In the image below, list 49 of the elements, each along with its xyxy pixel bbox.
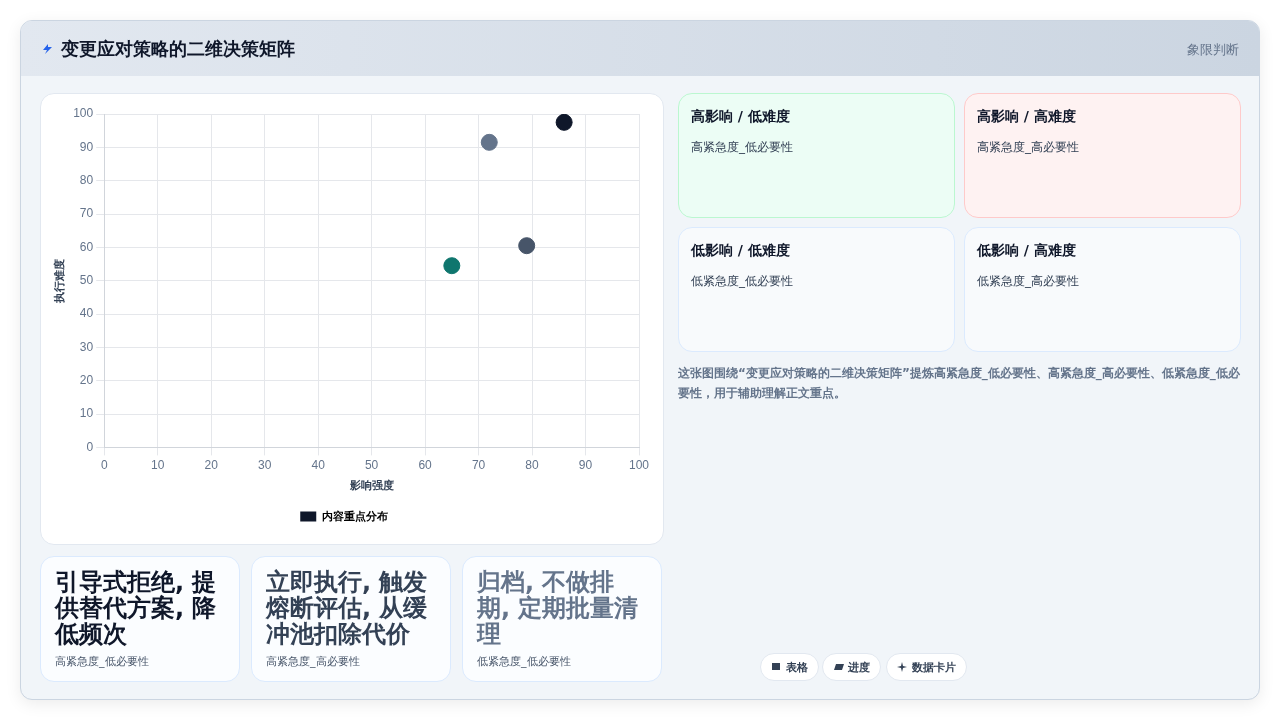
x-tick-label: 80 <box>525 457 540 472</box>
x-tick-label: 10 <box>151 457 165 472</box>
y-tick-label: 20 <box>79 373 94 388</box>
y-tick-label: 80 <box>79 172 94 187</box>
text: 高紧急度_低必要性 <box>55 654 149 669</box>
x-tick-label: 40 <box>311 457 326 472</box>
y-tick-label: 0 <box>86 439 94 454</box>
text: 低影响 / 低难度 <box>691 242 791 260</box>
text: 高紧急度_高必要性 <box>266 654 360 669</box>
text: 立即执行, 触发熔断评估, 从缓冲池扣除代价 <box>266 568 429 648</box>
text: 低紧急度_低必要性 <box>477 654 571 669</box>
point <box>555 114 573 131</box>
x-tick-label: 0 <box>100 457 108 472</box>
x-tick-label: 50 <box>364 457 379 472</box>
text: 高影响 / 低难度 <box>691 108 791 126</box>
y-tick-label: 40 <box>79 306 94 321</box>
y-axis-title: 执行难度 <box>52 258 65 304</box>
text: 表格 <box>786 659 808 675</box>
text: 归档, 不做排期, 定期批量清理 <box>477 568 640 648</box>
y-tick-label: 100 <box>73 106 94 121</box>
y-tick-label: 90 <box>79 139 94 154</box>
y-tick-label: 30 <box>79 339 94 354</box>
x-tick-label: 30 <box>257 457 272 472</box>
text: 高紧急度_高必要性 <box>977 140 1079 154</box>
text: 低紧急度_低必要性 <box>691 274 793 288</box>
text: 引导式拒绝, 提供替代方案, 降低频次 <box>55 568 218 648</box>
text: 这张图围绕“变更应对策略的二维决策矩阵”提炼高紧急度_低必要性、高紧急度_高必要性、低紧急度_低必要性，用于辅助理解正文重点。 <box>678 365 1241 402</box>
text: 象限判断 <box>1187 41 1239 59</box>
y-tick-label: 70 <box>79 206 94 221</box>
chart-title: 变更应对策略的二维决策矩阵 <box>61 36 295 61</box>
x-tick-label: 90 <box>578 457 593 472</box>
x-tick-label: 20 <box>204 457 219 472</box>
x-axis-title: 影响强度 <box>348 479 394 492</box>
text: 进度 <box>848 659 870 675</box>
y-tick-label: 60 <box>79 239 94 254</box>
text: 低紧急度_高必要性 <box>977 274 1079 288</box>
text: 数据卡片 <box>912 659 956 675</box>
point <box>480 133 498 151</box>
point <box>443 257 461 275</box>
text: 高紧急度_低必要性 <box>691 140 793 154</box>
y-tick-label: 50 <box>79 273 94 288</box>
x-tick-label: 60 <box>418 457 433 472</box>
x-tick-label: 70 <box>471 457 486 472</box>
point <box>518 237 536 255</box>
text: 低影响 / 高难度 <box>977 242 1077 260</box>
text: 高影响 / 高难度 <box>977 108 1077 126</box>
x-tick-label: 100 <box>628 457 650 472</box>
legend-label: 内容重点分布 <box>321 509 388 523</box>
y-tick-label: 10 <box>79 406 94 421</box>
